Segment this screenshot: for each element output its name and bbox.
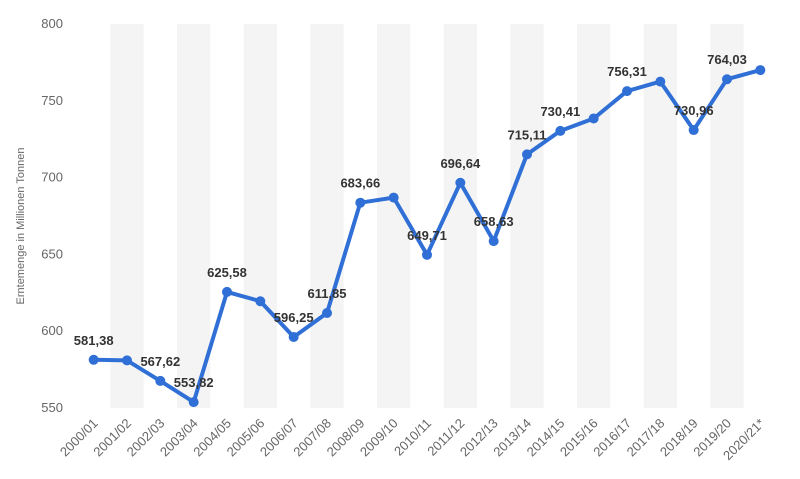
x-axis-ticks: 2000/012001/022002/032003/042004/052005/… bbox=[57, 416, 768, 463]
y-axis-label: Erntemenge in Millionen Tonnen bbox=[15, 148, 27, 305]
data-label: 553,82 bbox=[174, 375, 214, 390]
data-label: 756,31 bbox=[607, 64, 647, 79]
data-label: 567,62 bbox=[140, 354, 180, 369]
y-tick-label: 750 bbox=[41, 93, 63, 108]
data-point bbox=[455, 177, 466, 188]
data-label: 625,58 bbox=[207, 265, 247, 280]
data-point bbox=[588, 113, 599, 124]
y-axis-ticks: 550 600 650 700 750 800 bbox=[41, 16, 63, 415]
data-point bbox=[88, 354, 99, 365]
grid-band bbox=[177, 24, 211, 408]
data-label: 730,41 bbox=[540, 104, 580, 119]
grid-band bbox=[643, 24, 677, 408]
data-point bbox=[388, 192, 399, 203]
data-label: 696,64 bbox=[440, 156, 481, 171]
data-label: 649,71 bbox=[407, 228, 447, 243]
data-labels: 581,38 567,62 553,82 625,58 596,25 611,85 683,… bbox=[74, 52, 747, 390]
data-point bbox=[522, 149, 532, 160]
grid-band bbox=[710, 24, 744, 408]
grid-band bbox=[243, 24, 277, 408]
data-point bbox=[688, 125, 699, 136]
data-label: 581,38 bbox=[74, 333, 114, 348]
data-point bbox=[255, 296, 266, 307]
data-point bbox=[188, 397, 199, 408]
data-point bbox=[655, 76, 666, 87]
y-tick-label: 550 bbox=[41, 400, 63, 415]
data-point bbox=[322, 307, 332, 318]
data-point bbox=[755, 65, 766, 76]
data-point bbox=[288, 331, 299, 342]
data-label: 683,66 bbox=[340, 176, 380, 191]
data-label: 764,03 bbox=[707, 52, 747, 67]
grid-band bbox=[443, 24, 477, 408]
grid-band bbox=[310, 24, 344, 408]
y-tick-label: 800 bbox=[41, 16, 63, 31]
data-point bbox=[488, 236, 499, 247]
data-point bbox=[622, 86, 632, 97]
grid-band bbox=[577, 24, 611, 408]
data-point bbox=[555, 125, 566, 136]
data-label: 611,85 bbox=[307, 286, 346, 301]
data-point bbox=[155, 375, 166, 386]
data-point bbox=[722, 74, 732, 85]
data-label: 658,63 bbox=[474, 214, 514, 229]
x-tick-label: 2009/10 bbox=[357, 416, 401, 460]
data-points bbox=[88, 65, 766, 408]
chart-bands bbox=[110, 24, 744, 408]
data-point bbox=[222, 286, 232, 297]
grid-band bbox=[510, 24, 544, 408]
data-point bbox=[422, 249, 432, 260]
data-label: 730,96 bbox=[674, 103, 714, 118]
data-label: 596,25 bbox=[274, 310, 314, 325]
y-tick-label: 650 bbox=[41, 246, 63, 261]
data-point bbox=[122, 355, 132, 366]
y-tick-label: 600 bbox=[41, 323, 63, 338]
y-tick-label: 700 bbox=[41, 170, 63, 185]
grid-band bbox=[110, 24, 144, 408]
data-label: 715,11 bbox=[507, 127, 546, 142]
data-point bbox=[355, 197, 366, 208]
